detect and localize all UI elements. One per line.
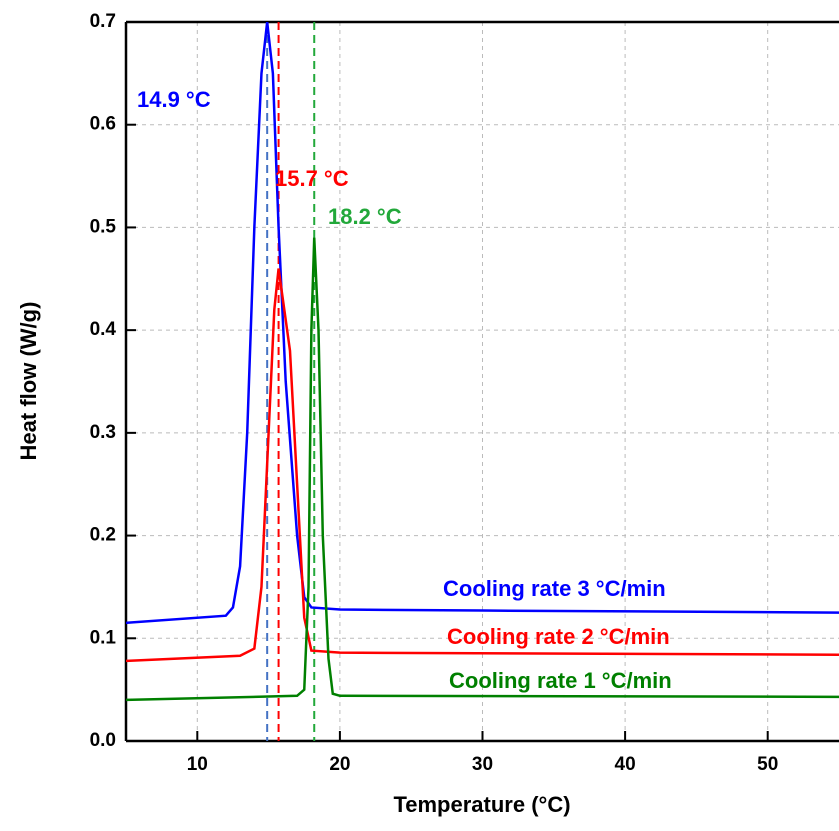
x-tick-label: 20: [329, 754, 350, 775]
x-tick-label: 10: [187, 754, 208, 775]
line: [126, 268, 839, 663]
y-tick-label: 0.1: [90, 627, 117, 648]
plot-area: [126, 22, 839, 741]
y-tick-label: 0.6: [90, 114, 116, 135]
y-tick-label: 0.3: [90, 422, 116, 443]
y-tick-label: 0.5: [90, 216, 117, 237]
x-axis-label: Temperature (°C): [393, 792, 570, 817]
x-tick-label: 30: [472, 754, 493, 775]
y-tick-label: 0.7: [90, 11, 116, 32]
y-tick-label: 0.2: [90, 525, 116, 546]
x-tick-label: 40: [615, 754, 636, 775]
legend-label: Cooling rate 3 °C/min: [443, 576, 666, 601]
line: [126, 237, 839, 702]
y-axis-label: Heat flow (W/g): [16, 302, 41, 461]
y-tick-label: 0.0: [90, 730, 116, 751]
legend-label: Cooling rate 2 °C/min: [447, 624, 670, 649]
line: [126, 22, 839, 625]
annotation: 14.9 °C: [137, 87, 211, 112]
y-tick-label: 0.4: [90, 319, 117, 340]
annotation: 15.7 °C: [275, 166, 349, 191]
x-tick-label: 50: [757, 754, 778, 775]
legend-label: Cooling rate 1 °C/min: [449, 668, 672, 693]
annotation: 18.2 °C: [328, 204, 402, 229]
